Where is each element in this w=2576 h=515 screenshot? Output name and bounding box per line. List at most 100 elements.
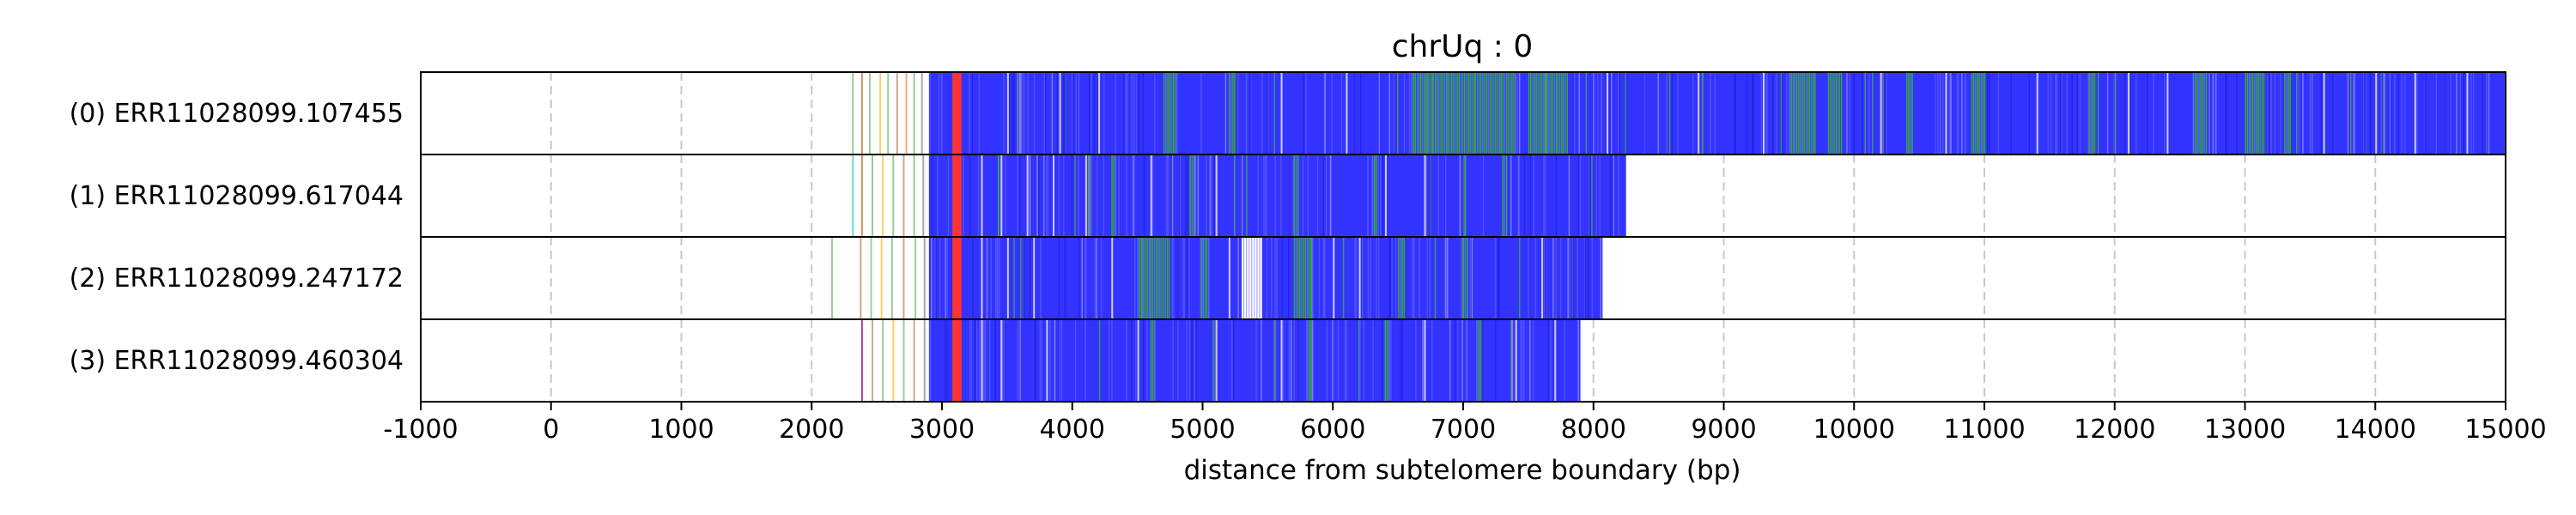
- light-mark: [1945, 72, 1947, 154]
- texture-mark: [1200, 72, 1202, 154]
- green-mark: [1371, 154, 1374, 237]
- green-mark: [1414, 72, 1417, 154]
- green-mark: [1511, 72, 1513, 154]
- green-mark: [2198, 72, 2200, 154]
- texture-mark: [931, 237, 933, 319]
- light-mark: [1541, 237, 1544, 319]
- texture-mark: [1013, 72, 1015, 154]
- green-mark: [1228, 72, 1230, 154]
- light-mark: [1052, 154, 1054, 237]
- texture-mark: [2280, 72, 2281, 154]
- green-mark: [2284, 72, 2286, 154]
- texture-mark: [1464, 154, 1467, 237]
- read-row-3: [860, 319, 1581, 402]
- texture-mark: [1071, 72, 1073, 154]
- texture-mark: [1986, 72, 1989, 154]
- green-mark: [1982, 72, 1984, 154]
- scatter-mark: [896, 72, 898, 154]
- light-mark: [1150, 154, 1152, 237]
- texture-mark: [2311, 72, 2313, 154]
- texture-mark: [938, 72, 940, 154]
- light-mark: [1333, 237, 1335, 319]
- texture-mark: [1577, 154, 1579, 237]
- light-mark: [1280, 319, 1283, 402]
- scatter-mark: [913, 154, 915, 237]
- texture-mark: [1595, 154, 1597, 237]
- texture-mark: [2349, 72, 2352, 154]
- texture-mark: [1282, 319, 1285, 402]
- texture-mark: [2071, 72, 2074, 154]
- green-mark: [1832, 72, 1833, 154]
- texture-mark: [1151, 154, 1154, 237]
- green-mark: [1401, 237, 1403, 319]
- texture-mark: [1135, 72, 1138, 154]
- white-mark: [1252, 237, 1255, 319]
- texture-mark: [1045, 72, 1047, 154]
- green-mark: [1174, 72, 1176, 154]
- green-mark: [1301, 237, 1303, 319]
- green-mark: [1507, 72, 1510, 154]
- texture-mark: [1449, 319, 1451, 402]
- texture-mark: [1084, 319, 1086, 402]
- read-row-1: [852, 154, 1626, 237]
- texture-mark: [1074, 319, 1077, 402]
- scatter-mark: [860, 154, 863, 237]
- green-mark: [2205, 72, 2208, 154]
- green-mark: [1491, 72, 1493, 154]
- texture-mark: [2425, 72, 2427, 154]
- texture-mark: [1546, 237, 1547, 319]
- texture-mark: [1403, 72, 1406, 154]
- green-mark: [1487, 72, 1490, 154]
- green-mark: [1469, 72, 1471, 154]
- texture-mark: [1071, 154, 1073, 237]
- green-mark: [1413, 72, 1414, 154]
- texture-mark: [1577, 319, 1579, 402]
- texture-mark: [1133, 72, 1135, 154]
- texture-mark: [1413, 237, 1415, 319]
- texture-mark: [1035, 319, 1036, 402]
- texture-mark: [1881, 72, 1884, 154]
- texture-mark: [1125, 72, 1127, 154]
- green-mark: [1232, 72, 1234, 154]
- texture-mark: [1948, 72, 1951, 154]
- texture-mark: [935, 237, 937, 319]
- texture-mark: [1172, 319, 1174, 402]
- texture-mark: [1008, 72, 1010, 154]
- green-mark: [1295, 154, 1297, 237]
- texture-mark: [984, 319, 987, 402]
- texture-mark: [1201, 237, 1204, 319]
- light-mark: [2323, 72, 2325, 154]
- green-mark: [2256, 72, 2257, 154]
- green-mark: [1838, 72, 1841, 154]
- green-mark: [2202, 72, 2203, 154]
- green-mark: [1202, 237, 1205, 319]
- light-mark: [1228, 237, 1230, 319]
- texture-mark: [1354, 237, 1357, 319]
- texture-mark: [1533, 154, 1535, 237]
- white-mark: [1257, 237, 1260, 319]
- texture-mark: [1049, 319, 1051, 402]
- texture-mark: [2059, 72, 2062, 154]
- texture-mark: [1588, 154, 1590, 237]
- green-mark: [1830, 72, 1832, 154]
- green-mark: [1482, 72, 1484, 154]
- texture-mark: [1517, 154, 1519, 237]
- green-mark: [1833, 72, 1835, 154]
- green-mark: [1168, 237, 1170, 319]
- texture-mark: [1671, 72, 1674, 154]
- texture-mark: [1270, 237, 1273, 319]
- texture-mark: [1429, 237, 1431, 319]
- texture-mark: [1261, 72, 1263, 154]
- scatter-mark: [923, 237, 926, 319]
- white-mark: [1249, 237, 1252, 319]
- texture-mark: [2047, 72, 2050, 154]
- green-mark: [1489, 72, 1492, 154]
- green-mark: [1373, 154, 1376, 237]
- green-mark: [2257, 72, 2259, 154]
- texture-mark: [1059, 319, 1060, 402]
- green-mark: [1504, 154, 1506, 237]
- scatter-mark: [860, 319, 863, 402]
- x-tick-label: 15000: [2464, 415, 2546, 445]
- green-mark: [1555, 72, 1558, 154]
- green-mark: [1299, 237, 1301, 319]
